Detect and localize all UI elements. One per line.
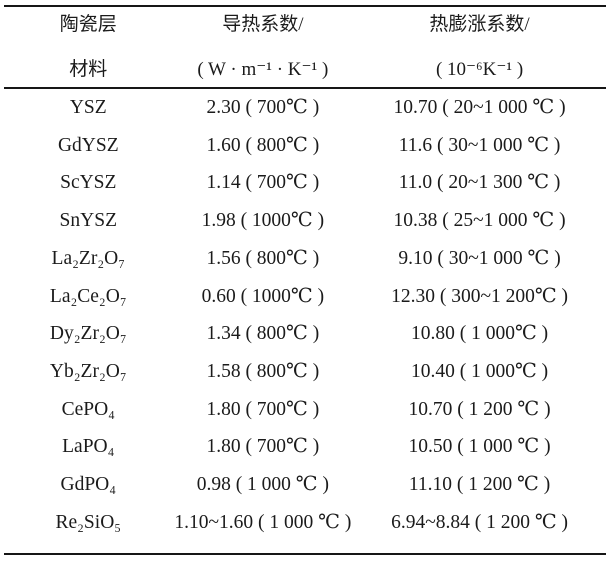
- expansion-cell: 11.0 ( 20~1 300 ℃ ): [398, 172, 561, 194]
- conductivity-cell: 2.30 ( 700℃ ): [206, 97, 320, 119]
- ceramic-materials-properties-table: 陶瓷层 材料 导热系数/ ( W · m⁻¹ · K⁻¹ ) 热膨涨系数/ ( …: [4, 7, 606, 541]
- expansion-cell: 10.70 ( 20~1 000 ℃ ): [393, 97, 566, 119]
- conductivity-header-line1: 导热系数/: [222, 14, 304, 35]
- conductivity-cell: 1.34 ( 800℃ ): [206, 323, 320, 345]
- conductivity-cell: 1.60 ( 800℃ ): [206, 134, 320, 156]
- material-cell: YSZ: [69, 97, 107, 119]
- material-cell: SnYSZ: [59, 210, 117, 232]
- expansion-cell: 11.10 ( 1 200 ℃ ): [408, 473, 551, 495]
- col-header-expansion: 热膨涨系数/ ( 10⁻⁶K⁻¹ ): [353, 7, 606, 89]
- materials-table-frame: 陶瓷层 材料 导热系数/ ( W · m⁻¹ · K⁻¹ ) 热膨涨系数/ ( …: [4, 5, 606, 556]
- expansion-cell: 12.30 ( 300~1 200℃ ): [391, 285, 569, 307]
- conductivity-header-units: ( W · m⁻¹ · K⁻¹ ): [197, 59, 329, 80]
- material-cell: LaPO₄: [62, 436, 115, 458]
- conductivity-cell: 1.98 ( 1000℃ ): [201, 210, 325, 232]
- conductivity-cell: 0.98 ( 1 000 ℃ ): [196, 473, 329, 495]
- expansion-cell: 10.40 ( 1 000℃ ): [410, 360, 549, 382]
- expansion-cell: 10.50 ( 1 000 ℃ ): [408, 436, 551, 458]
- table-row: LaPO₄ 1.80 ( 700℃ ) 10.50 ( 1 000 ℃ ): [4, 428, 606, 466]
- conductivity-cell: 1.56 ( 800℃ ): [206, 247, 320, 269]
- material-cell: Re₂SiO₅: [55, 511, 122, 533]
- table-row: Re₂SiO₅ 1.10~1.60 ( 1 000 ℃ ) 6.94~8.84 …: [4, 504, 606, 542]
- material-cell: CePO₄: [61, 398, 115, 420]
- conductivity-cell: 0.60 ( 1000℃ ): [201, 285, 325, 307]
- table-row: Dy₂Zr₂O₇ 1.34 ( 800℃ ) 10.80 ( 1 000℃ ): [4, 315, 606, 353]
- table-row: La₂Ce₂O₇ 0.60 ( 1000℃ ) 12.30 ( 300~1 20…: [4, 277, 606, 315]
- table-row: SnYSZ 1.98 ( 1000℃ ) 10.38 ( 25~1 000 ℃ …: [4, 202, 606, 240]
- conductivity-cell: 1.14 ( 700℃ ): [206, 172, 320, 194]
- conductivity-cell: 1.10~1.60 ( 1 000 ℃ ): [174, 511, 352, 533]
- col-header-material: 陶瓷层 材料: [4, 7, 173, 89]
- table-row: ScYSZ 1.14 ( 700℃ ) 11.0 ( 20~1 300 ℃ ): [4, 164, 606, 202]
- expansion-cell: 6.94~8.84 ( 1 200 ℃ ): [391, 511, 569, 533]
- expansion-cell: 10.80 ( 1 000℃ ): [410, 323, 549, 345]
- table-row: Yb₂Zr₂O₇ 1.58 ( 800℃ ) 10.40 ( 1 000℃ ): [4, 353, 606, 391]
- material-cell: Dy₂Zr₂O₇: [49, 323, 127, 345]
- conductivity-cell: 1.58 ( 800℃ ): [206, 360, 320, 382]
- material-cell: La₂Ce₂O₇: [49, 285, 127, 307]
- expansion-header-line1: 热膨涨系数/: [429, 14, 530, 35]
- material-cell: GdYSZ: [57, 134, 119, 156]
- table-row: CePO₄ 1.80 ( 700℃ ) 10.70 ( 1 200 ℃ ): [4, 391, 606, 429]
- material-cell: Yb₂Zr₂O₇: [49, 360, 127, 382]
- material-header-line1: 陶瓷层: [59, 14, 117, 35]
- conductivity-cell: 1.80 ( 700℃ ): [206, 398, 320, 420]
- expansion-cell: 9.10 ( 30~1 000 ℃ ): [398, 247, 561, 269]
- expansion-cell: 10.38 ( 25~1 000 ℃ ): [393, 210, 566, 232]
- table-row: La₂Zr₂O₇ 1.56 ( 800℃ ) 9.10 ( 30~1 000 ℃…: [4, 240, 606, 278]
- expansion-header-units: ( 10⁻⁶K⁻¹ ): [435, 59, 524, 80]
- table-row: GdYSZ 1.60 ( 800℃ ) 11.6 ( 30~1 000 ℃ ): [4, 127, 606, 165]
- header-row: 陶瓷层 材料 导热系数/ ( W · m⁻¹ · K⁻¹ ) 热膨涨系数/ ( …: [4, 7, 606, 89]
- table-row: GdPO₄ 0.98 ( 1 000 ℃ ) 11.10 ( 1 200 ℃ ): [4, 466, 606, 504]
- expansion-cell: 10.70 ( 1 200 ℃ ): [408, 398, 551, 420]
- table-header: 陶瓷层 材料 导热系数/ ( W · m⁻¹ · K⁻¹ ) 热膨涨系数/ ( …: [4, 7, 606, 89]
- conductivity-cell: 1.80 ( 700℃ ): [206, 436, 320, 458]
- expansion-cell: 11.6 ( 30~1 000 ℃ ): [398, 134, 561, 156]
- material-cell: La₂Zr₂O₇: [51, 247, 125, 269]
- table-body: YSZ 2.30 ( 700℃ ) 10.70 ( 20~1 000 ℃ ) G…: [4, 88, 606, 541]
- material-cell: ScYSZ: [60, 172, 117, 194]
- material-header-line2: 材料: [69, 59, 108, 80]
- table-row: YSZ 2.30 ( 700℃ ) 10.70 ( 20~1 000 ℃ ): [4, 88, 606, 127]
- material-cell: GdPO₄: [60, 473, 117, 495]
- col-header-conductivity: 导热系数/ ( W · m⁻¹ · K⁻¹ ): [172, 7, 354, 89]
